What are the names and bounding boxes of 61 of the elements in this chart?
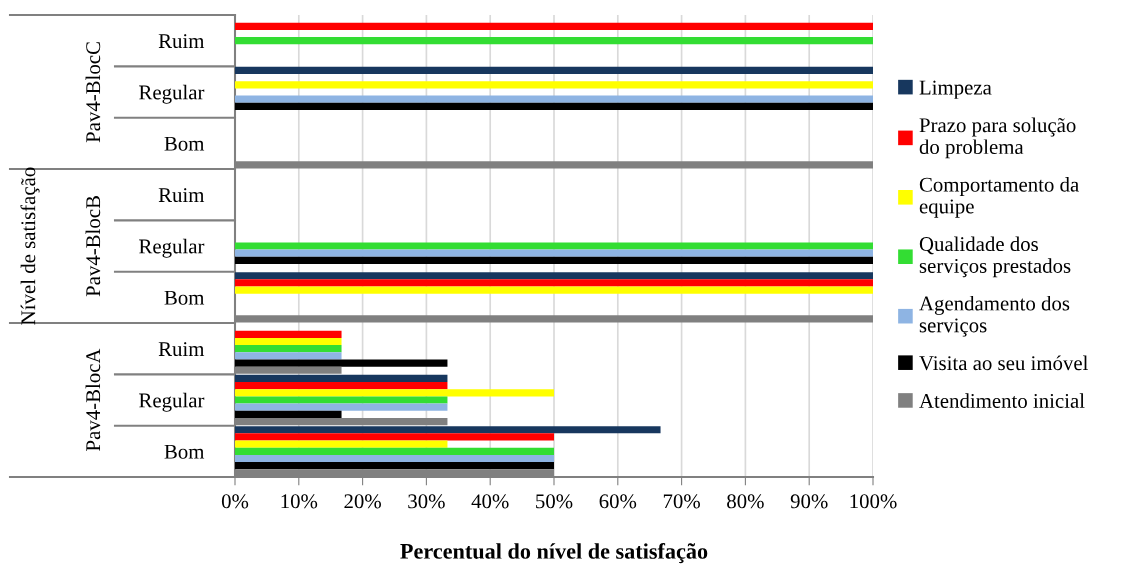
text: Pav4-BlocC [85, 42, 101, 143]
x-tick-label: 0% [221, 494, 249, 509]
x-tick-label: 70% [663, 494, 700, 509]
x-tick-label: 20% [344, 494, 381, 509]
bar [235, 382, 448, 390]
bar [235, 440, 448, 448]
x-tick-label: 10% [281, 494, 318, 509]
bar [235, 272, 873, 280]
bar [235, 81, 873, 89]
bar [235, 374, 448, 383]
legend-label: Comportamento da equipe [919, 177, 1079, 218]
y-tick-label: Bom [164, 290, 205, 305]
bar [235, 22, 873, 30]
text: Pav4-BlocA [85, 348, 101, 451]
y-axis-title: Nível de satisfação [20, 167, 40, 325]
bar [235, 279, 873, 287]
bar [235, 359, 448, 367]
bar [235, 95, 873, 103]
bar [235, 66, 873, 75]
bar [235, 330, 342, 338]
x-axis-title: Percentual do nível de satisfação [400, 542, 708, 564]
bar [235, 462, 554, 470]
bar [235, 37, 873, 45]
bar [235, 403, 448, 411]
y-tick-label: Bom [164, 444, 205, 459]
x-tick-label: 60% [599, 494, 637, 509]
legend-label: Agendamento dos serviços [919, 295, 1070, 337]
y-tick-label: Bom [164, 136, 205, 151]
x-tick-label: 50% [536, 494, 573, 509]
y-tick-label: Regular [139, 238, 205, 258]
bar [235, 242, 873, 250]
bar [235, 337, 342, 346]
bar [235, 389, 554, 397]
bar [235, 256, 873, 264]
y-tick-label: Ruim [158, 342, 205, 357]
bar [235, 447, 554, 455]
bar [235, 396, 448, 404]
bar [235, 426, 661, 434]
y-tick-label: Regular [139, 392, 205, 412]
y-tick-label: Regular [139, 84, 205, 104]
bar [235, 286, 873, 294]
legend-label: Prazo para solução do problema [919, 117, 1076, 159]
x-tick-label: 90% [790, 494, 828, 509]
bar [235, 410, 342, 418]
legend-label: Visita ao seu imóvel [919, 355, 1088, 371]
x-tick-label: 80% [727, 494, 764, 509]
legend-label: Qualidade dos serviços prestados [919, 236, 1071, 278]
legend-label: Atendimento inicial [919, 393, 1085, 408]
bar [235, 352, 342, 360]
bar [235, 249, 873, 257]
y-tick-label: Ruim [158, 34, 205, 49]
bar [235, 345, 342, 353]
x-tick-label: 30% [408, 494, 445, 509]
legend-label: Limpeza [919, 80, 992, 99]
bar [235, 454, 554, 463]
y-tick-label: Ruim [158, 188, 205, 203]
bar [235, 102, 873, 110]
x-tick-label: 100% [850, 494, 897, 509]
x-tick-label: 40% [471, 494, 509, 509]
text: Pav4-BlocB [85, 196, 101, 297]
bar [235, 433, 554, 441]
